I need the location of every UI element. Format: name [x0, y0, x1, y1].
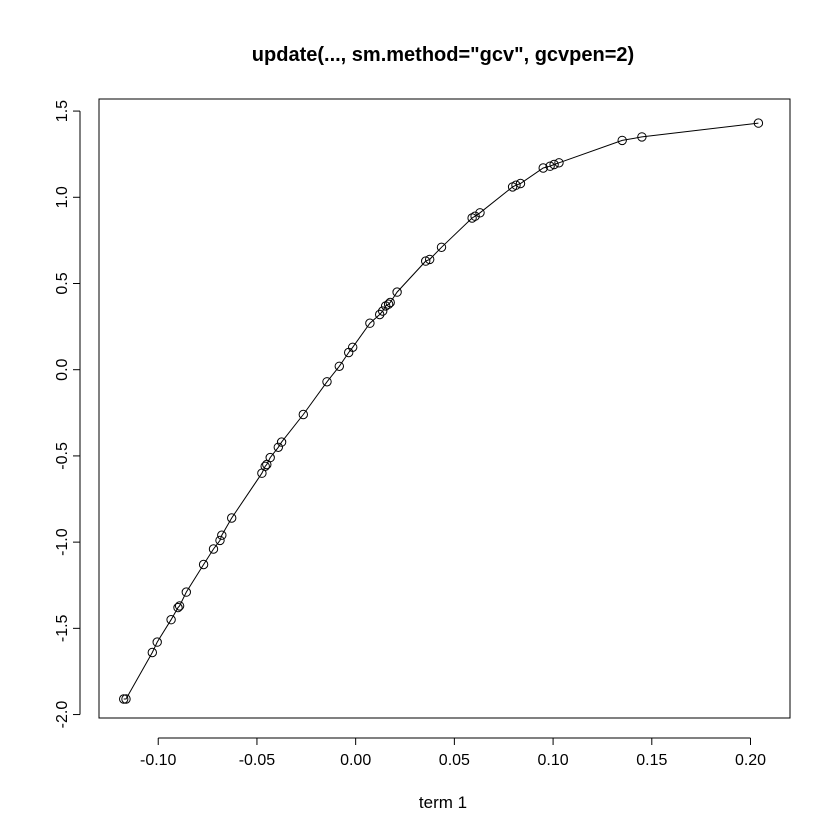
data-point: [152, 637, 162, 647]
x-tick-label: 0.10: [538, 752, 569, 769]
plot-frame: [98, 98, 791, 719]
data-point: [260, 461, 270, 471]
series-layer: [119, 118, 764, 704]
data-point: [215, 535, 225, 546]
data-point: [322, 377, 332, 387]
data-point: [298, 409, 308, 420]
data-point: [436, 242, 447, 253]
x-tick-label: 0.15: [636, 752, 667, 769]
data-point: [470, 211, 480, 221]
data-point: [385, 297, 395, 308]
data-point: [475, 208, 485, 218]
y-tick-label: -0.5: [54, 442, 71, 470]
x-tick-label: -0.10: [140, 752, 177, 769]
data-point: [392, 287, 402, 297]
data-point: [119, 694, 129, 704]
y-tick-label: 1.5: [54, 100, 71, 122]
data-point: [265, 452, 275, 463]
y-tick-label: -1.5: [54, 614, 71, 642]
series-line: [123, 122, 759, 700]
y-tick-label: 0.0: [54, 358, 71, 380]
data-point: [181, 587, 192, 597]
data-point: [208, 544, 219, 554]
data-point: [334, 361, 344, 371]
data-point: [121, 694, 131, 704]
x-tick-label: 0.05: [439, 752, 470, 769]
data-point: [617, 135, 627, 146]
data-point: [166, 615, 176, 625]
x-axis-label: term 1: [419, 793, 467, 812]
x-axis: -0.10 -0.05 0.00 0.05 0.10 0.15 0.20: [140, 737, 766, 769]
data-point: [173, 602, 183, 613]
data-point: [227, 513, 237, 523]
y-tick-label: 0.5: [54, 272, 71, 294]
data-point: [217, 530, 227, 540]
data-point: [198, 559, 209, 570]
data-point: [467, 213, 477, 223]
x-tick-label: -0.05: [239, 752, 276, 769]
data-point: [545, 161, 555, 171]
data-point: [375, 309, 385, 320]
data-point: [549, 159, 559, 170]
data-point: [511, 180, 521, 190]
chart-title: update(..., sm.method="gcv", gcvpen=2): [252, 44, 634, 66]
y-tick-label: 1.0: [54, 186, 71, 208]
data-point: [273, 442, 283, 452]
y-tick-label: -1.0: [54, 528, 71, 556]
x-tick-label: 0.00: [340, 752, 371, 769]
y-tick-label: -2.0: [54, 701, 71, 729]
data-point: [538, 163, 548, 173]
data-point: [753, 118, 764, 128]
data-point: [174, 601, 185, 611]
data-point: [425, 254, 435, 265]
data-point: [365, 318, 375, 328]
data-point: [147, 647, 158, 658]
data-point: [637, 132, 647, 142]
data-point: [515, 178, 526, 189]
y-axis: -2.0 -1.5 -1.0 -0.5 0.0 0.5 1.0 1.5: [54, 100, 81, 729]
data-point: [348, 342, 358, 352]
data-point: [276, 437, 287, 447]
data-point: [383, 299, 394, 309]
data-point: [421, 256, 431, 266]
data-point: [378, 306, 388, 316]
x-tick-label: 0.20: [735, 752, 766, 769]
data-point: [554, 158, 564, 168]
